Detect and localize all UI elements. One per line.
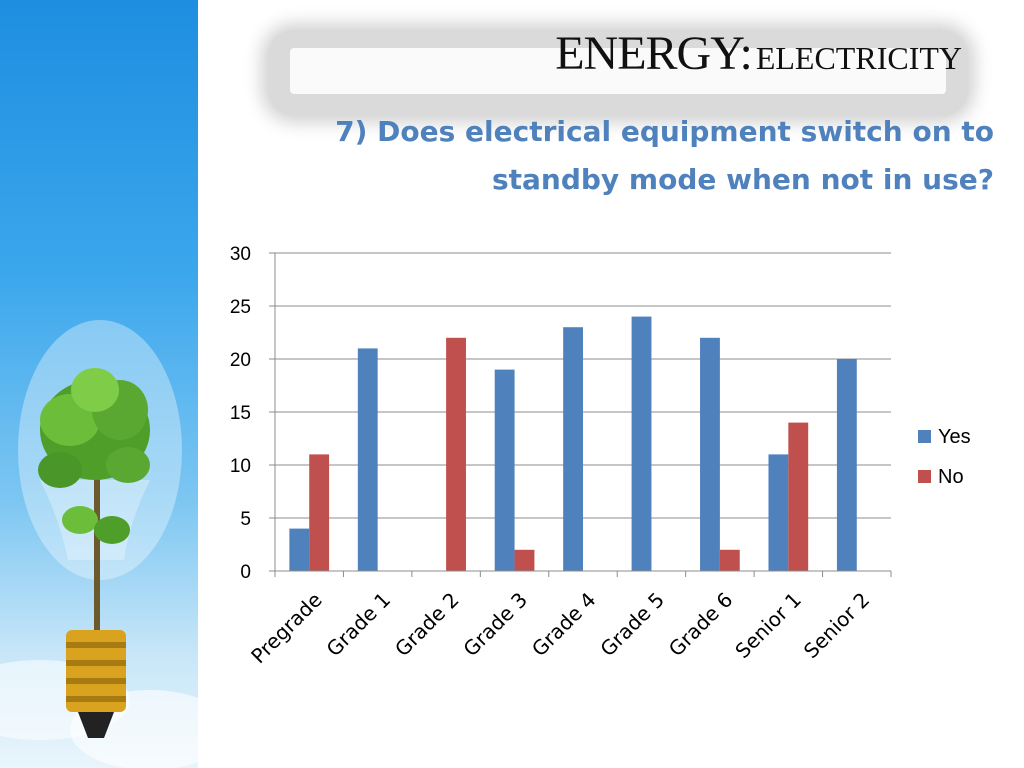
title-sub: ELECTRICITY <box>755 40 962 76</box>
bar-yes-grade-6 <box>700 337 720 571</box>
bar-yes-grade-3 <box>494 369 515 571</box>
title-frame <box>268 30 968 116</box>
slide-title: ENERGY: ELECTRICITY <box>555 26 962 81</box>
y-tick-label: 30 <box>230 244 251 265</box>
x-tick-label: Pregrade <box>246 588 327 669</box>
y-tick-label: 0 <box>240 562 251 583</box>
x-tick-label: Grade 5 <box>595 588 669 662</box>
bar-no-grade-3 <box>514 549 535 571</box>
x-tick-label: Senior 2 <box>799 588 875 664</box>
bar-yes-grade-1 <box>357 348 378 571</box>
y-tick-label: 15 <box>230 403 251 424</box>
legend-label-yes: Yes <box>938 426 971 448</box>
bar-no-grade-2 <box>446 337 466 571</box>
bar-no-grade-6 <box>719 549 740 571</box>
legend-swatch-no <box>918 470 931 483</box>
title-frame-inner <box>290 48 946 94</box>
title-main: ENERGY: <box>555 27 753 80</box>
side-decoration-panel <box>0 0 198 768</box>
y-axis-ticks: 0 5 10 15 20 25 30 <box>230 244 275 583</box>
bar-yes-grade-4 <box>563 327 583 571</box>
x-tick-label: Grade 2 <box>390 588 464 662</box>
question-text: 7) Does electrical equipment switch on t… <box>335 115 994 196</box>
light-bulb-tree-icon <box>0 320 198 768</box>
x-tick-label: Grade 4 <box>527 588 601 662</box>
bar-yes-grade-5 <box>631 316 652 571</box>
y-tick-label: 5 <box>240 509 251 530</box>
y-tick-label: 20 <box>230 350 251 371</box>
y-tick-label: 10 <box>230 456 251 477</box>
bar-yes-senior-2 <box>836 359 857 571</box>
chart-bars <box>289 316 857 571</box>
x-tick-label: Grade 6 <box>664 588 738 662</box>
bar-no-pregrade <box>309 454 330 571</box>
y-tick-label: 25 <box>230 297 251 318</box>
x-tick-label: Senior 1 <box>730 588 806 664</box>
chart-legend: Yes No <box>918 426 971 488</box>
x-axis <box>274 253 892 577</box>
x-tick-label: Grade 3 <box>459 588 533 662</box>
legend-swatch-yes <box>918 430 931 443</box>
bar-yes-pregrade <box>289 528 310 571</box>
x-tick-label: Grade 1 <box>322 588 396 662</box>
bar-no-senior-1 <box>788 422 809 571</box>
legend-label-no: No <box>938 466 964 488</box>
bar-yes-senior-1 <box>768 454 789 571</box>
